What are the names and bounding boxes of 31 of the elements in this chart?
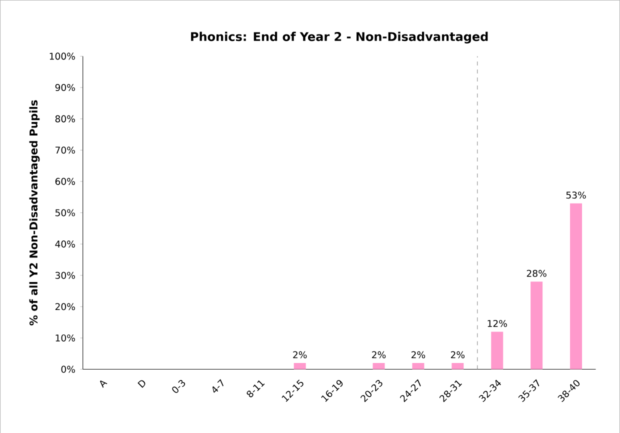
bar	[372, 362, 385, 370]
y-tick-label: 80%	[55, 115, 75, 122]
bar	[491, 331, 504, 370]
y-tick-label: 90%	[55, 84, 75, 91]
bar	[452, 362, 464, 370]
x-tick-label: 0-3	[172, 380, 186, 393]
y-tick-label: 0%	[61, 366, 75, 373]
y-tick-label: 50%	[55, 208, 75, 216]
y-tick-label: 70%	[56, 146, 75, 154]
bar	[412, 362, 424, 370]
x-tick-label: 4-7	[212, 378, 224, 392]
x-tick-label: D	[138, 380, 146, 388]
data-label: 53%	[566, 191, 586, 198]
chart-title: Phonics: End of Year 2 - Non-Disadvantaged	[191, 32, 488, 44]
y-tick-label: 100%	[50, 52, 75, 60]
y-tick-label: 10%	[56, 334, 75, 342]
y-axis-title: % of all Y2 Non-Disadvantaged Pupils	[29, 100, 40, 326]
data-label: 12%	[488, 320, 507, 327]
data-label: 2%	[293, 351, 307, 358]
y-tick-label: 40%	[55, 240, 75, 248]
x-tick-label: A	[100, 380, 108, 388]
data-label: 28%	[526, 270, 546, 277]
bar	[294, 362, 306, 370]
y-tick-label: 60%	[55, 178, 75, 185]
data-label: 2%	[372, 351, 386, 358]
data-label: 2%	[412, 351, 426, 358]
y-tick-label: 20%	[55, 302, 75, 310]
bar	[530, 281, 543, 370]
data-label: 2%	[450, 351, 465, 358]
bar	[570, 203, 582, 370]
y-tick-label: 30%	[55, 272, 75, 279]
